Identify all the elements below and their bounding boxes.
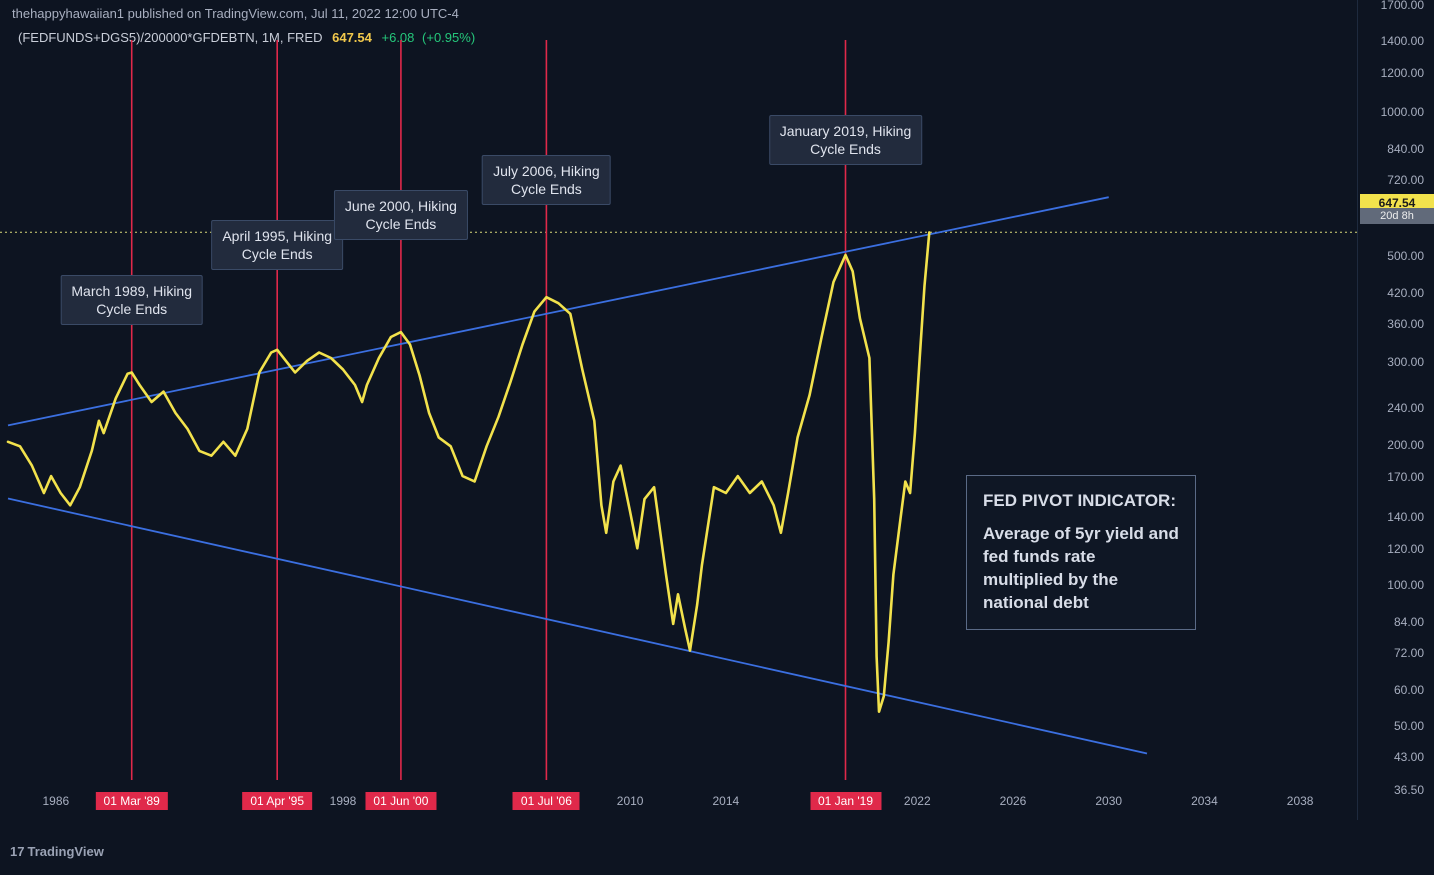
y-tick-label: 240.00 bbox=[1387, 401, 1424, 415]
y-tick-label: 840.00 bbox=[1387, 142, 1424, 156]
time-axis[interactable]: 1986 1998 2010 2014 2022 2026 2030 2034 2038 01 M… bbox=[0, 790, 1358, 820]
tradingview-chart: thehappyhawaiian1 published on TradingVi… bbox=[0, 0, 1434, 875]
y-tick-label: 420.00 bbox=[1387, 286, 1424, 300]
x-event-label: 01 Jun '00 bbox=[365, 792, 436, 810]
y-tick-label: 36.50 bbox=[1394, 783, 1424, 797]
x-tick-label: 1986 bbox=[42, 794, 69, 808]
y-tick-label: 1200.00 bbox=[1381, 66, 1424, 80]
chart-canvas[interactable] bbox=[0, 0, 1358, 790]
info-line: multiplied by the bbox=[983, 569, 1179, 592]
y-tick-label: 1400.00 bbox=[1381, 34, 1424, 48]
y-tick-label: 1000.00 bbox=[1381, 105, 1424, 119]
y-tick-label: 360.00 bbox=[1387, 317, 1424, 331]
event-callout[interactable]: June 2000, HikingCycle Ends bbox=[334, 190, 468, 240]
x-tick-label: 2030 bbox=[1095, 794, 1122, 808]
y-tick-label: 300.00 bbox=[1387, 355, 1424, 369]
x-tick-label: 2034 bbox=[1191, 794, 1218, 808]
x-tick-label: 2038 bbox=[1287, 794, 1314, 808]
y-tick-label: 200.00 bbox=[1387, 438, 1424, 452]
x-event-label: 01 Jul '06 bbox=[513, 792, 580, 810]
y-tick-label: 60.00 bbox=[1394, 683, 1424, 697]
y-tick-label: 50.00 bbox=[1394, 719, 1424, 733]
y-tick-label: 100.00 bbox=[1387, 578, 1424, 592]
x-tick-label: 1998 bbox=[330, 794, 357, 808]
y-tick-label: 720.00 bbox=[1387, 173, 1424, 187]
y-tick-label: 43.00 bbox=[1394, 750, 1424, 764]
info-title: FED PIVOT INDICATOR: bbox=[983, 490, 1179, 513]
info-line: national debt bbox=[983, 592, 1179, 615]
tradingview-watermark: 17TradingView bbox=[10, 844, 104, 859]
x-tick-label: 2014 bbox=[712, 794, 739, 808]
y-tick-label: 84.00 bbox=[1394, 615, 1424, 629]
info-line: Average of 5yr yield and bbox=[983, 523, 1179, 546]
info-line: fed funds rate bbox=[983, 546, 1179, 569]
info-text-box[interactable]: FED PIVOT INDICATOR: Average of 5yr yiel… bbox=[966, 475, 1196, 630]
y-tick-label: 120.00 bbox=[1387, 542, 1424, 556]
y-tick-label: 72.00 bbox=[1394, 646, 1424, 660]
event-callout[interactable]: April 1995, HikingCycle Ends bbox=[211, 220, 343, 270]
y-tick-label: 140.00 bbox=[1387, 510, 1424, 524]
countdown-label: 20d 8h bbox=[1360, 208, 1434, 224]
x-tick-label: 2022 bbox=[904, 794, 931, 808]
y-tick-label: 1700.00 bbox=[1381, 0, 1424, 12]
price-axis[interactable]: 647.54 20d 8h 1700.001400.001200.001000.… bbox=[1357, 0, 1434, 820]
event-callout[interactable]: July 2006, HikingCycle Ends bbox=[482, 155, 611, 205]
x-event-label: 01 Apr '95 bbox=[242, 792, 312, 810]
y-tick-label: 170.00 bbox=[1387, 470, 1424, 484]
x-event-label: 01 Mar '89 bbox=[96, 792, 168, 810]
y-tick-label: 500.00 bbox=[1387, 249, 1424, 263]
event-callout[interactable]: March 1989, HikingCycle Ends bbox=[60, 275, 203, 325]
x-tick-label: 2010 bbox=[617, 794, 644, 808]
x-tick-label: 2026 bbox=[1000, 794, 1027, 808]
event-callout[interactable]: January 2019, HikingCycle Ends bbox=[769, 115, 923, 165]
x-event-label: 01 Jan '19 bbox=[810, 792, 881, 810]
